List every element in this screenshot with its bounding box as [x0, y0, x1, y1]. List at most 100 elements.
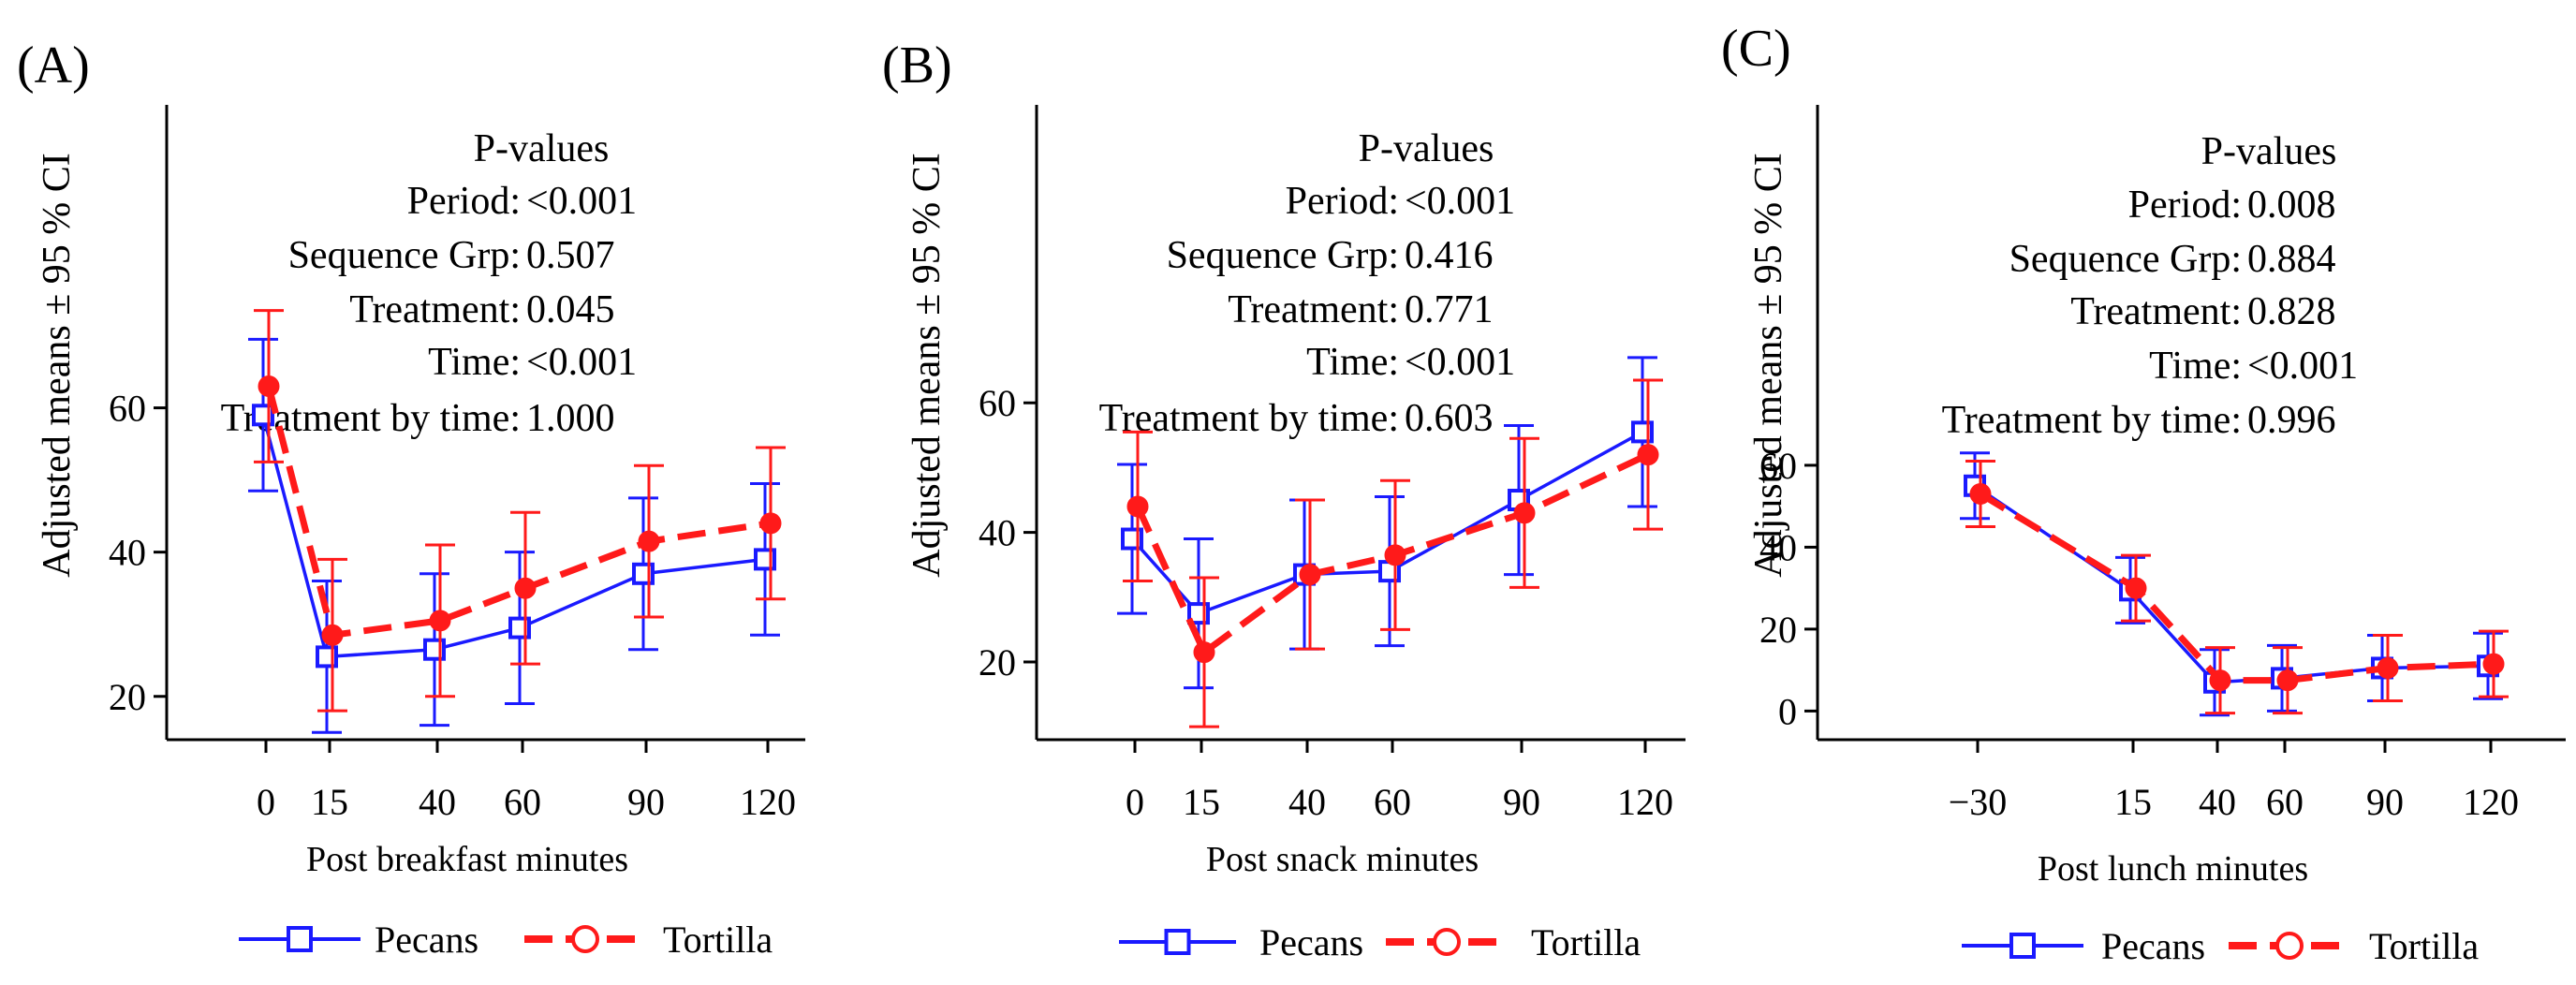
pvalue-value: 1.000: [526, 397, 615, 440]
y-tick-label: 40: [1759, 526, 1797, 568]
x-tick-label: 0: [257, 781, 275, 823]
y-tick-label: 20: [979, 641, 1016, 684]
legend-label-tortilla: Tortilla: [2369, 925, 2479, 967]
legend-label-pecans: Pecans: [1259, 921, 1363, 963]
x-tick-label: 40: [419, 781, 456, 823]
x-axis-label: Post lunch minutes: [2038, 849, 2308, 889]
pvalue-label: Sequence Grp:: [288, 234, 521, 277]
legend-marker-pecans: [2009, 933, 2036, 959]
x-tick-label: 120: [2463, 781, 2519, 823]
pvalues-heading: P-values: [474, 127, 610, 170]
data-point-tortilla: [1384, 544, 1406, 566]
data-point-tortilla: [514, 577, 537, 599]
legend-label-tortilla: Tortilla: [663, 919, 773, 961]
panel-3: (C) 0 20 40 60 −30 15 40 60 90 120 Post lunch minut…: [1721, 20, 2566, 967]
pvalue-label: Treatment:: [1228, 288, 1399, 331]
pvalue-value: 0.996: [2247, 399, 2336, 442]
x-tick-label: 40: [1288, 781, 1326, 823]
data-point-tortilla: [1126, 495, 1149, 518]
x-tick-label: 15: [1183, 781, 1220, 823]
x-tick-label: 90: [2366, 781, 2404, 823]
data-point-tortilla: [321, 624, 344, 646]
y-tick-label: 40: [109, 532, 146, 574]
pvalue-label: Period:: [407, 180, 521, 223]
pvalue-label: Time:: [2149, 345, 2242, 388]
y-tick-label: 60: [109, 388, 146, 430]
data-point-tortilla: [2276, 669, 2299, 692]
x-tick-label: 15: [311, 781, 348, 823]
pvalue-value: <0.001: [1405, 180, 1515, 223]
data-point-tortilla: [1299, 564, 1321, 586]
data-point-tortilla: [429, 610, 451, 632]
pvalue-value: 0.045: [526, 288, 615, 331]
pvalue-label: Sequence Grp:: [1167, 234, 1399, 277]
data-point-tortilla: [2125, 577, 2147, 599]
pvalues-heading: P-values: [2201, 130, 2337, 173]
pvalue-label: Time:: [1306, 341, 1399, 384]
legend-marker-tortilla: [2275, 932, 2304, 960]
pvalue-value: <0.001: [526, 180, 637, 223]
pvalue-label: Sequence Grp:: [2009, 238, 2242, 281]
series-line-pecans: [1130, 430, 1643, 615]
pvalue-value: 0.603: [1405, 397, 1494, 440]
data-point-tortilla: [638, 530, 660, 552]
pvalue-label: Period:: [2128, 184, 2242, 227]
x-tick-label: 60: [2266, 781, 2304, 823]
pvalue-value: <0.001: [526, 341, 637, 384]
pvalue-label: Period:: [1286, 180, 1399, 223]
data-point-tortilla: [2482, 653, 2505, 675]
pvalue-value: 0.884: [2247, 238, 2336, 281]
x-tick-label: 90: [627, 781, 665, 823]
pvalue-value: 0.008: [2247, 184, 2336, 227]
x-tick-label: 15: [2114, 781, 2152, 823]
x-tick-label: 40: [2199, 781, 2236, 823]
series-line-pecans: [1974, 484, 2489, 684]
pvalue-value: <0.001: [2247, 345, 2358, 388]
pvalue-label: Treatment by time:: [1942, 399, 2242, 442]
data-point-tortilla: [1513, 502, 1536, 524]
pvalue-label: Treatment:: [2070, 290, 2242, 333]
data-point-tortilla: [759, 512, 782, 535]
y-tick-label: 20: [109, 676, 146, 718]
x-tick-label: 60: [504, 781, 541, 823]
panel-label: (B): [882, 37, 952, 95]
legend-label-pecans: Pecans: [2101, 925, 2205, 967]
x-tick-label: 90: [1503, 781, 1540, 823]
data-point-tortilla: [1193, 641, 1215, 664]
y-axis-label: Adjusted means ± 95 % CI: [1747, 153, 1790, 578]
x-tick-label: −30: [1949, 781, 2008, 823]
legend: Pecans Tortilla: [1962, 925, 2479, 967]
y-tick-label: 40: [979, 512, 1016, 554]
legend-marker-tortilla: [571, 925, 599, 953]
y-axis-label: Adjusted means ± 95 % CI: [905, 153, 949, 578]
legend-label-pecans: Pecans: [375, 919, 478, 961]
series-line-tortilla: [1979, 491, 2495, 684]
data-point-tortilla: [1969, 483, 1992, 506]
pvalues-heading: P-values: [1359, 127, 1494, 170]
x-tick-label: 0: [1126, 781, 1144, 823]
series-line-tortilla: [1134, 451, 1650, 656]
data-point-tortilla: [258, 375, 280, 397]
pvalue-value: 0.416: [1405, 234, 1494, 277]
panel-label: (A): [17, 37, 90, 95]
pvalue-value: 0.507: [526, 234, 615, 277]
series-line-tortilla: [265, 385, 772, 639]
panel-label: (C): [1721, 20, 1791, 78]
x-axis-label: Post snack minutes: [1206, 840, 1479, 879]
data-point-tortilla: [2209, 669, 2231, 692]
panel-2: (B) 20 40 60 0 15 40 60 90 120 Post snack minutes A…: [882, 37, 1685, 963]
y-axis-label: Adjusted means ± 95 % CI: [36, 153, 79, 578]
pvalue-label: Time:: [428, 341, 521, 384]
legend: Pecans Tortilla: [239, 919, 773, 961]
panel-1: (A) 20 40 60 0 15 40 60 90 120 Post breakfast minu…: [17, 37, 805, 961]
x-tick-label: 60: [1374, 781, 1411, 823]
pvalue-value: 0.828: [2247, 290, 2336, 333]
data-point-tortilla: [2377, 656, 2399, 679]
pvalue-value: <0.001: [1405, 341, 1515, 384]
y-tick-label: 0: [1778, 690, 1797, 732]
series-line-pecans: [261, 414, 766, 659]
x-tick-label: 120: [1617, 781, 1673, 823]
x-axis-label: Post breakfast minutes: [306, 840, 628, 879]
pvalue-label: Treatment:: [349, 288, 521, 331]
legend-marker-pecans: [1164, 929, 1191, 955]
